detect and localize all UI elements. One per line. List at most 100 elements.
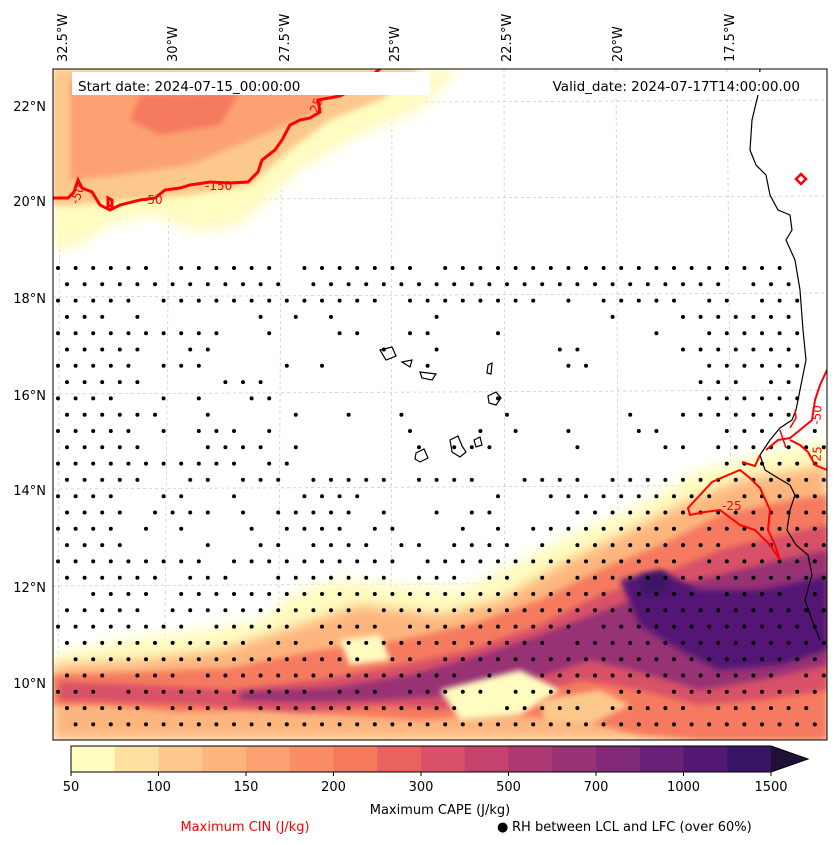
rh-dot — [460, 298, 465, 303]
rh-dot — [584, 266, 588, 270]
rh-dot — [73, 363, 78, 368]
lon-label: 30°W — [166, 26, 181, 62]
rh-dot — [505, 412, 509, 417]
rh-dot — [329, 706, 333, 711]
rh-dot — [65, 673, 69, 678]
rh-dot — [716, 640, 721, 645]
rh-dot — [654, 494, 659, 499]
rh-dot — [513, 266, 518, 270]
colorbar-tick-label: 200 — [321, 780, 346, 795]
rh-dot — [372, 298, 377, 303]
rh-dot — [557, 282, 562, 287]
rh-dot — [672, 624, 676, 629]
rh-dot — [698, 477, 703, 482]
rh-dot — [320, 298, 324, 303]
rh-dot — [346, 575, 351, 580]
rh-dot — [337, 559, 342, 564]
rh-dot — [108, 526, 113, 531]
rh-dot — [399, 608, 404, 613]
rh-dot — [769, 282, 773, 287]
rh-dot — [372, 624, 377, 629]
rh-dot — [161, 363, 166, 368]
rh-dot — [628, 608, 633, 613]
rh-dot — [73, 266, 78, 270]
rh-dot — [522, 640, 527, 645]
rh-legend-label: RH between LCL and LFC (over 60%) — [512, 820, 752, 835]
rh-dot — [320, 363, 324, 368]
rh-dot — [425, 592, 430, 596]
rh-dot — [496, 494, 500, 499]
rh-dot — [610, 575, 615, 580]
rh-dot — [232, 298, 236, 303]
rh-dot — [716, 543, 721, 548]
rh-dot — [724, 559, 729, 564]
rh-dot — [249, 396, 254, 401]
rh-dot — [751, 412, 756, 417]
rh-dot — [593, 543, 597, 548]
rh-dot — [56, 461, 60, 466]
rh-dot — [548, 689, 553, 694]
rh-dot — [100, 673, 105, 678]
rh-dot — [65, 640, 69, 645]
rh-dot — [179, 559, 184, 564]
rh-dot — [329, 543, 333, 548]
rh-dot — [786, 347, 791, 352]
rh-dot — [241, 282, 245, 287]
rh-dot — [760, 722, 764, 727]
rh-dot — [619, 298, 624, 303]
rh-dot — [681, 510, 685, 515]
rh-dot — [364, 282, 369, 287]
rh-dot — [135, 608, 140, 613]
longitude-axis-labels: 32.5°W 30°W 27.5°W 25°W 22.5°W 20°W 17.5… — [56, 14, 738, 62]
rh-dot — [117, 640, 122, 645]
rh-dot — [733, 608, 738, 613]
rh-dot — [575, 543, 580, 548]
colorbar-cell — [246, 746, 291, 772]
rh-dot — [372, 266, 377, 270]
rh-dot — [408, 592, 412, 596]
rh-dot — [443, 559, 448, 564]
rh-dot — [205, 347, 210, 352]
cape-field-south — [53, 440, 827, 740]
rh-dot — [795, 461, 800, 466]
rh-dot — [381, 706, 386, 711]
rh-dot — [188, 510, 193, 515]
rh-dot — [742, 722, 747, 727]
rh-dot — [628, 282, 633, 287]
rh-dot — [100, 510, 105, 515]
rh-dot — [513, 657, 518, 662]
rh-dot — [636, 494, 641, 499]
rh-dot — [267, 331, 272, 336]
rh-dot — [170, 510, 175, 515]
rh-dot — [707, 722, 712, 727]
rh-dot — [196, 298, 201, 303]
rh-dot — [117, 347, 122, 352]
rh-dot — [302, 689, 307, 694]
rh-dot — [73, 331, 78, 336]
rh-dot — [65, 706, 69, 711]
rh-dot — [417, 282, 421, 287]
rh-dot — [337, 624, 342, 629]
rh-dot — [786, 543, 791, 548]
rh-dot — [91, 331, 96, 336]
rh-dot — [460, 689, 465, 694]
rh-dot — [126, 559, 131, 564]
rh-dot — [214, 331, 219, 336]
rh-dot — [293, 314, 298, 319]
rh-dot — [161, 494, 166, 499]
rh-dot — [707, 494, 712, 499]
rh-dot — [795, 363, 800, 368]
rh-dot — [821, 477, 826, 482]
rh-dot — [91, 363, 96, 368]
rh-dot — [733, 314, 738, 319]
rh-dot — [628, 543, 633, 548]
rh-dot — [681, 314, 685, 319]
rh-dot — [241, 608, 245, 613]
rh-dot — [469, 282, 474, 287]
rh-dot — [804, 608, 809, 613]
rh-dot — [390, 559, 395, 564]
rh-dot — [628, 575, 633, 580]
rh-dot — [161, 722, 166, 727]
rh-dot — [232, 689, 236, 694]
rh-dot — [196, 331, 201, 336]
